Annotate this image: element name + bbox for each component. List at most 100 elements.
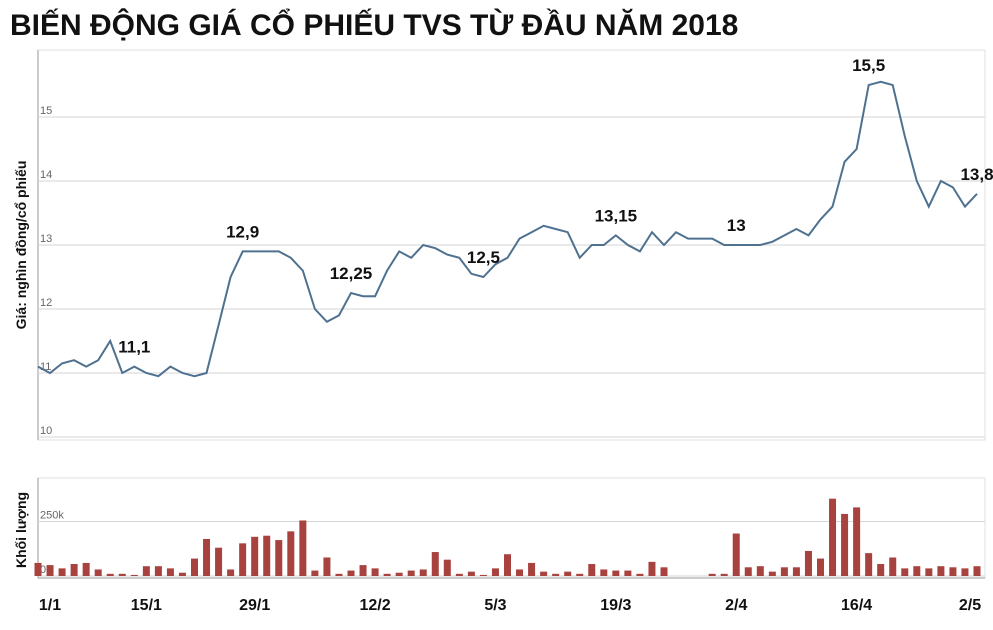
volume-bar bbox=[540, 571, 548, 576]
volume-bar bbox=[756, 566, 764, 576]
y-axis-title: Khối lượng bbox=[13, 492, 29, 568]
volume-bar bbox=[937, 566, 945, 576]
volume-bar bbox=[588, 564, 596, 576]
volume-bar bbox=[913, 566, 921, 576]
y-tick-label: 250k bbox=[40, 510, 64, 522]
volume-bar bbox=[491, 568, 499, 576]
volume-bar bbox=[130, 574, 138, 576]
y-axis-title: Giá: nghìn đồng/cổ phiếu bbox=[13, 161, 29, 330]
volume-bar bbox=[383, 573, 391, 576]
volume-bar bbox=[925, 568, 933, 576]
volume-bar bbox=[154, 566, 162, 576]
volume-bar bbox=[841, 513, 849, 576]
volume-bar bbox=[648, 561, 656, 576]
x-tick-label: 15/1 bbox=[131, 597, 162, 614]
volume-bar bbox=[359, 565, 367, 576]
y-tick-label: 13 bbox=[40, 233, 52, 245]
y-tick-label: 12 bbox=[40, 297, 52, 309]
volume-bar bbox=[431, 552, 439, 576]
volume-bar bbox=[299, 520, 307, 576]
volume-bar bbox=[395, 572, 403, 576]
volume-bar bbox=[323, 557, 331, 576]
volume-bar bbox=[335, 573, 343, 576]
volume-bar bbox=[973, 566, 981, 576]
volume-bar bbox=[817, 558, 824, 576]
volume-bar bbox=[455, 573, 463, 576]
volume-bar bbox=[889, 557, 897, 576]
data-label: 13,8 bbox=[960, 165, 993, 184]
volume-bar bbox=[564, 571, 572, 576]
volume-bar bbox=[82, 562, 90, 576]
volume-bar bbox=[467, 571, 475, 576]
volume-bar bbox=[528, 562, 536, 576]
volume-bar bbox=[576, 573, 584, 576]
volume-bar bbox=[612, 570, 620, 576]
volume-bar bbox=[227, 569, 235, 576]
volume-bar bbox=[804, 550, 812, 576]
volume-bar bbox=[142, 566, 150, 576]
volume-bar bbox=[600, 569, 608, 576]
volume-bar bbox=[251, 536, 259, 576]
volume-bar bbox=[829, 498, 837, 576]
volume-bar bbox=[744, 567, 752, 576]
price-line bbox=[37, 80, 978, 378]
chart-title: BIẾN ĐỘNG GIÁ CỔ PHIẾU TVS TỪ ĐẦU NĂM 20… bbox=[10, 8, 738, 42]
volume-bar bbox=[166, 568, 174, 576]
data-label: 11,1 bbox=[118, 338, 150, 357]
volume-bar bbox=[407, 570, 415, 576]
volume-bar bbox=[263, 535, 271, 576]
volume-bar bbox=[178, 572, 186, 576]
volume-bar bbox=[961, 568, 969, 576]
volume-bar bbox=[215, 547, 223, 576]
volume-bar bbox=[70, 564, 78, 576]
data-label: 12,25 bbox=[330, 264, 373, 283]
volume-bar bbox=[46, 565, 54, 576]
volume-bar bbox=[311, 570, 319, 576]
volume-bar bbox=[660, 567, 668, 576]
x-tick-label: 16/4 bbox=[841, 597, 872, 614]
data-label: 13 bbox=[727, 216, 746, 235]
volume-bar bbox=[853, 507, 861, 576]
x-tick-label: 2/4 bbox=[725, 597, 747, 614]
volume-bar bbox=[191, 558, 198, 576]
volume-bar bbox=[94, 569, 102, 576]
volume-bar bbox=[877, 564, 885, 576]
volume-bar bbox=[792, 567, 800, 576]
volume-bar bbox=[516, 569, 524, 576]
volume-bar bbox=[780, 567, 788, 576]
volume-bar bbox=[552, 573, 560, 576]
data-label: 12,9 bbox=[226, 222, 259, 241]
volume-bar bbox=[347, 570, 355, 576]
volume-bar bbox=[901, 568, 909, 576]
volume-bar bbox=[419, 569, 427, 576]
volume-bar bbox=[203, 538, 211, 576]
volume-bar bbox=[443, 559, 451, 576]
data-label: 12,5 bbox=[467, 248, 500, 267]
volume-bar bbox=[720, 573, 728, 576]
volume-bar bbox=[58, 568, 66, 576]
volume-bar bbox=[106, 573, 114, 576]
x-tick-label: 5/3 bbox=[484, 597, 506, 614]
volume-bar bbox=[708, 573, 716, 576]
volume-bar bbox=[636, 573, 644, 576]
volume-bar bbox=[239, 543, 247, 576]
volume-bar bbox=[768, 571, 776, 576]
x-tick-label: 12/2 bbox=[360, 597, 391, 614]
y-tick-label: 11 bbox=[40, 361, 51, 373]
y-tick-label: 15 bbox=[40, 105, 52, 117]
x-tick-label: 1/1 bbox=[39, 597, 61, 614]
volume-bar bbox=[865, 553, 873, 576]
volume-bar bbox=[479, 574, 487, 576]
data-label: 15,5 bbox=[852, 56, 885, 75]
y-tick-label: 14 bbox=[40, 169, 52, 181]
volume-bar bbox=[275, 540, 283, 576]
volume-bar bbox=[371, 568, 379, 576]
volume-bar bbox=[504, 554, 511, 576]
y-tick-label: 10 bbox=[40, 425, 52, 437]
volume-bar bbox=[118, 573, 126, 576]
data-label: 13,15 bbox=[595, 206, 638, 225]
x-tick-label: 19/3 bbox=[600, 597, 631, 614]
volume-bar bbox=[34, 562, 42, 576]
x-tick-label: 2/5 bbox=[959, 597, 981, 614]
